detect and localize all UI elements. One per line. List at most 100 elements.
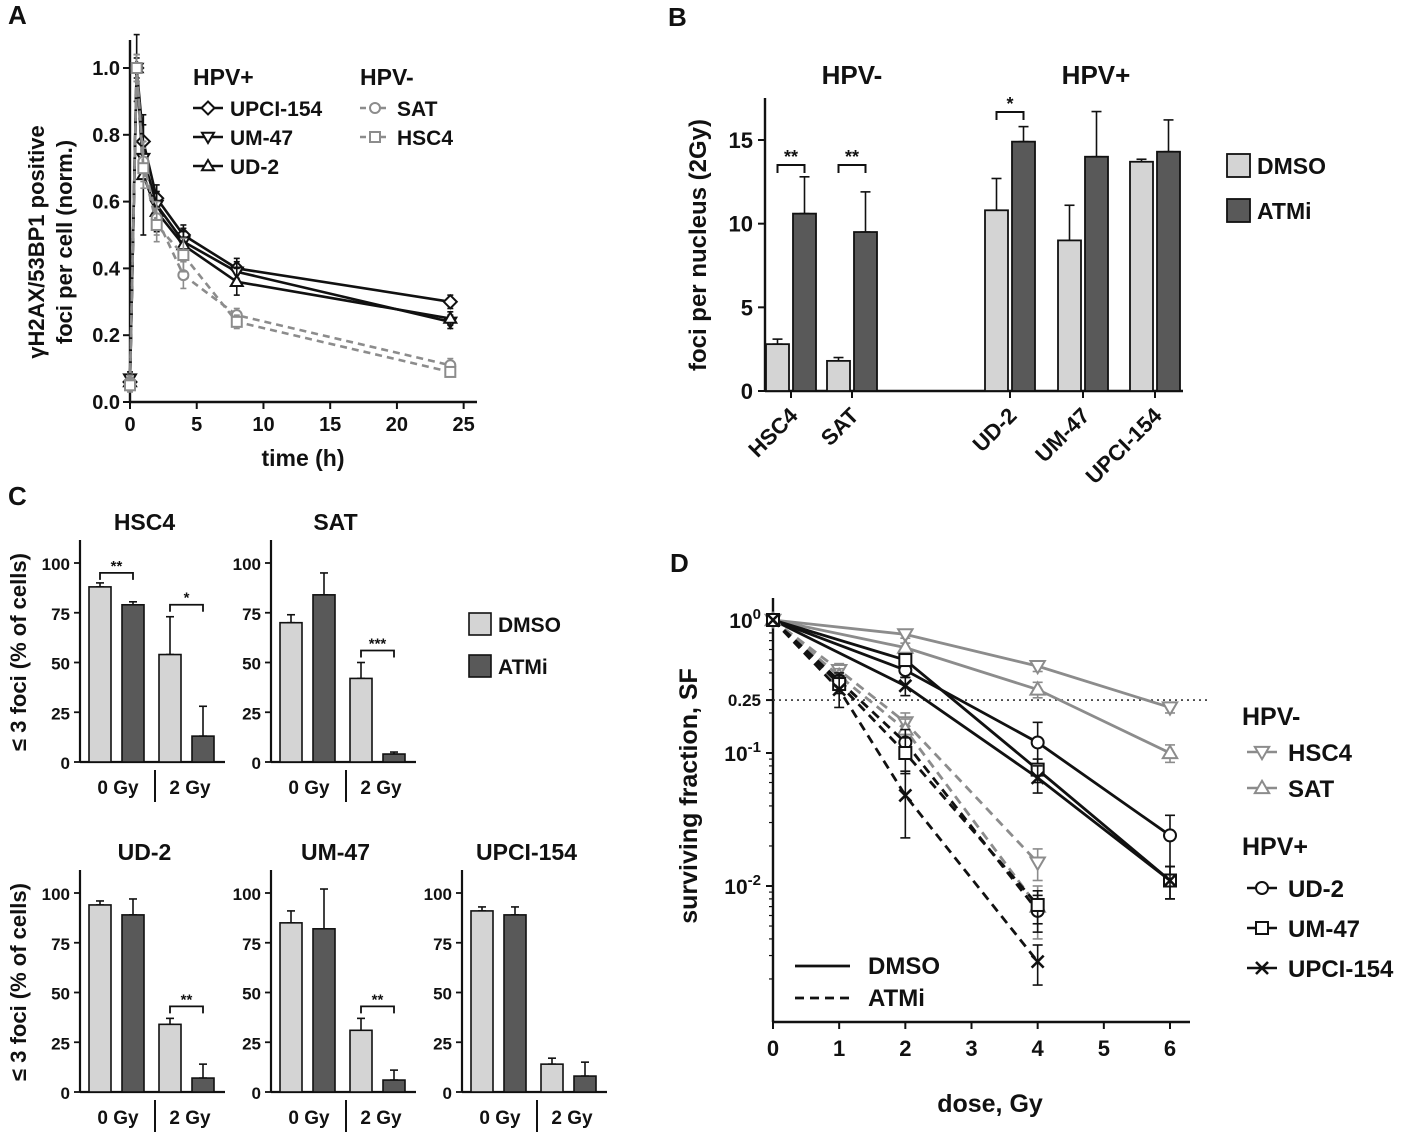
c-bar-dmso (279, 922, 303, 1093)
c-bracket-line (360, 649, 395, 658)
c-errbar (199, 705, 207, 737)
d-point (1161, 701, 1179, 717)
c-bar-atmi (121, 603, 145, 763)
b-x-tick-label: UPCI-154 (1081, 402, 1168, 489)
c-bar-atmi (382, 753, 406, 763)
d-y-axis-title: surviving fraction, SF (675, 668, 703, 924)
a-y-tick-label: 0.4 (92, 258, 121, 280)
a-series-hsc4 (124, 53, 457, 393)
c-subplot-title: SAT (313, 509, 357, 535)
d-legend-label: SAT (1288, 776, 1335, 803)
b-errbar-atmi (1091, 110, 1102, 158)
c-errbar (129, 898, 137, 916)
d-x-tick-label: 1 (833, 1036, 845, 1061)
b-bracket-line (776, 164, 806, 173)
b-significance-bracket: ** (837, 147, 867, 173)
c-y-tick-label: 25 (242, 1034, 261, 1053)
b-x-tick-label: HSC4 (743, 402, 803, 462)
a-point (442, 310, 459, 324)
c-x-group-label: 0 Gy (479, 1108, 521, 1129)
d-legend-label: UPCI-154 (1288, 956, 1394, 983)
c-y-tick-label: 100 (424, 885, 452, 904)
c-y-tick-label: 0 (252, 1084, 261, 1103)
d-y-tick-base: 10 (729, 610, 752, 633)
c-y-tick-label: 0 (61, 754, 70, 773)
c-legend-swatch-atmi (468, 654, 492, 678)
d-point (1028, 660, 1047, 676)
a-y-tick-label: 0.6 (92, 192, 120, 214)
a-x-tick-label: 0 (124, 414, 135, 436)
d-point (898, 653, 913, 668)
c-subplot-title: HSC4 (114, 509, 176, 535)
d-line-um-47-atmi (772, 618, 1039, 906)
b-legend-label-dmso: DMSO (1257, 153, 1326, 179)
d-point (1163, 828, 1177, 843)
a-y-tick-label: 0.2 (92, 325, 120, 347)
c-significance-label: ** (372, 991, 384, 1008)
a-x-axis-title: time (h) (261, 445, 344, 471)
b-y-tick-label: 0 (741, 379, 753, 404)
b-bar-atmi-upci-154 (1156, 150, 1181, 392)
a-point (124, 379, 136, 392)
b-significance-label: * (1006, 94, 1013, 114)
b-bar-atmi-sat (853, 231, 878, 392)
c-y-tick-label: 75 (51, 605, 70, 624)
b-significance-label: ** (845, 147, 859, 167)
d-y-tick-label: 100 (729, 606, 761, 633)
c-y-tick-label: 100 (42, 555, 70, 574)
a-legend-marker (200, 158, 216, 172)
c-y-tick-label: 100 (233, 555, 261, 574)
c-y-tick-label: 25 (51, 1034, 70, 1053)
a-point (177, 249, 190, 262)
d-point (1163, 873, 1177, 888)
c-x-group-label: 0 Gy (97, 1108, 139, 1129)
c-y-tick-label: 0 (252, 754, 261, 773)
c-subplot-sat: 0 25 50 75 100 SAT 0 Gy 2 Gy *** (233, 509, 416, 802)
c-y-tick-label: 0 (61, 1084, 70, 1103)
b-legend-swatch-dmso (1226, 153, 1251, 178)
c-legend-label-atmi: ATMi (498, 656, 548, 679)
c-errbar (166, 615, 174, 656)
c-bar-atmi (573, 1075, 597, 1093)
d-x-tick-label: 3 (965, 1036, 977, 1061)
b-bar-dmso-ud-2 (984, 209, 1009, 392)
a-legend-marker (369, 102, 381, 114)
d-point (1028, 680, 1047, 696)
d-y-tick-base: 10 (724, 876, 747, 899)
c-errbar (581, 1061, 589, 1077)
d-point (898, 678, 913, 693)
a-point (444, 365, 457, 378)
a-point (442, 293, 459, 310)
d-legend-label-dmso: DMSO (868, 953, 940, 980)
c-y-tick-label: 0 (443, 1084, 452, 1103)
d-line-upci-154-dmso (772, 618, 1171, 882)
panel-letter-a: A (8, 0, 27, 30)
c-x-group-label: 2 Gy (169, 1108, 211, 1129)
d-point (1030, 954, 1045, 969)
c-subplot-title: UPCI-154 (476, 839, 577, 865)
b-legend-label-atmi: ATMi (1257, 198, 1312, 224)
d-legend-label: UM-47 (1288, 916, 1360, 943)
d-y-tick-label: 10-2 (724, 872, 761, 899)
d-series-um-47-dmso (766, 613, 1177, 900)
d-point (1030, 770, 1045, 785)
b-bracket-line (837, 164, 867, 173)
c-subplot-upci-154: 0 25 50 75 100 UPCI-154 0 Gy 2 Gy (424, 839, 607, 1132)
panel-letter-d: D (670, 548, 689, 578)
c-y-tick-label: 25 (242, 704, 261, 723)
c-errbar (287, 910, 295, 924)
b-bar-dmso-upci-154 (1129, 160, 1154, 392)
a-legend-label: UM-47 (230, 127, 293, 150)
c-bar-dmso (540, 1063, 564, 1093)
panel-letter-c: C (8, 481, 27, 511)
c-y-tick-label: 75 (51, 935, 70, 954)
c-y-tick-label: 50 (51, 655, 70, 674)
a-legend-label: SAT (397, 98, 438, 121)
c-significance-label: *** (369, 636, 387, 653)
c-y-tick-label: 50 (51, 985, 70, 1004)
a-point (229, 273, 245, 288)
a-legend-title-hpv-neg: HPV- (360, 64, 414, 90)
c-errbar (320, 572, 328, 596)
